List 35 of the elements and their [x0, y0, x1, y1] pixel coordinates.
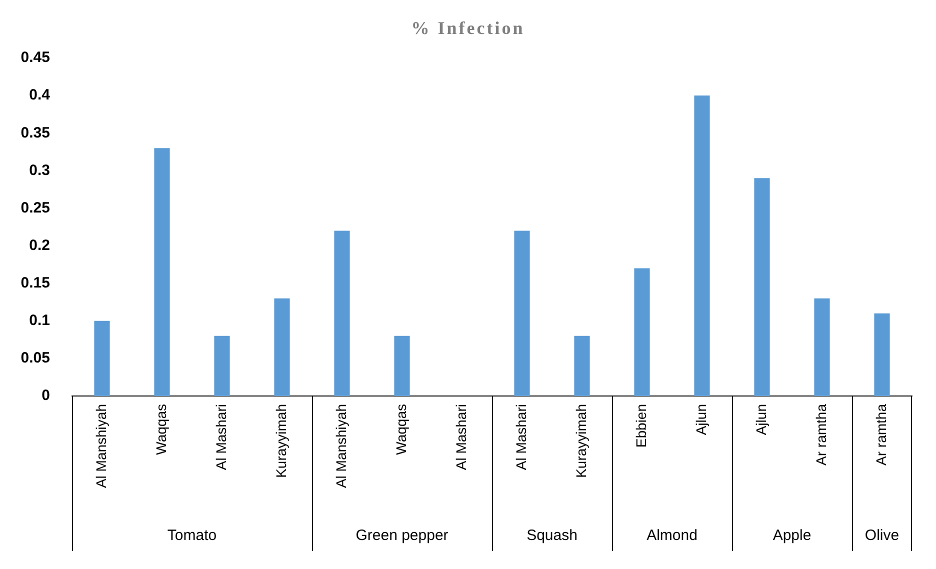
y-tick-label: 0.3 [29, 162, 50, 179]
x-tick-label: Al Manshiyah [332, 404, 349, 488]
y-tick-label: 0.15 [20, 274, 50, 292]
x-tick-label: Kurayyimah [272, 404, 289, 478]
x-tick-label: Ajlun [752, 404, 769, 436]
x-tick-label: Ebbien [632, 404, 649, 448]
x-tick-label: Ajlun [692, 404, 709, 436]
x-tick-label: Waqqas [152, 404, 169, 455]
x-tick-label: Ar ramtha [812, 404, 829, 466]
x-axis-title: Green pepper [356, 527, 448, 544]
x-tick-label: Ar ramtha [872, 404, 889, 466]
x-tick-label: Al Mashari [212, 404, 229, 470]
x-tick-label: Al Manshiyah [92, 404, 109, 488]
bar [94, 320, 110, 396]
x-tick-label: Al Mashari [512, 404, 529, 470]
y-tick-label: 0 [42, 387, 50, 404]
bar [274, 298, 290, 396]
bar [214, 336, 230, 396]
x-tick-label: Kurayyimah [572, 404, 589, 478]
y-tick-label: 0.2 [29, 236, 50, 254]
text: % Infection [411, 18, 525, 38]
y-tick-label: 0.45 [20, 49, 50, 66]
y-tick-label: 0.1 [29, 312, 50, 330]
x-tick-label: Waqqas [392, 404, 409, 455]
y-tick-label: 0.25 [20, 199, 50, 216]
bar [154, 148, 170, 396]
x-axis-title: Tomato [167, 527, 217, 544]
x-axis-title: Olive [864, 527, 900, 544]
x-axis-title: Apple [772, 527, 812, 544]
x-axis-title: Squash [526, 527, 578, 544]
x-tick-label: Al Mashari [452, 404, 469, 470]
x-axis-title: Almond [646, 527, 698, 544]
y-tick-label: 0.4 [29, 86, 51, 104]
y-tick-label: 0.35 [20, 124, 50, 142]
y-tick-label: 0.05 [20, 350, 50, 367]
